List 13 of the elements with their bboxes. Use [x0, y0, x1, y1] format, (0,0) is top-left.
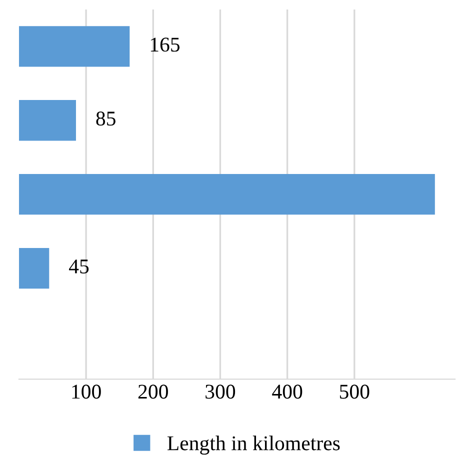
bar: [18, 100, 76, 141]
data-label: 165: [150, 38, 180, 52]
x-tick-label: 200: [138, 384, 168, 399]
x-tick-label: 300: [206, 384, 236, 399]
x-tick-label: 400: [272, 384, 302, 399]
x-tick-label: 500: [340, 384, 370, 399]
data-label: 85: [96, 112, 116, 126]
bar: [18, 174, 435, 215]
bar: [18, 26, 130, 67]
x-tick-label: 100: [72, 384, 101, 399]
data-label: 45: [69, 260, 89, 274]
legend-label: Length in kilometres: [167, 436, 340, 455]
bar: [18, 248, 50, 289]
